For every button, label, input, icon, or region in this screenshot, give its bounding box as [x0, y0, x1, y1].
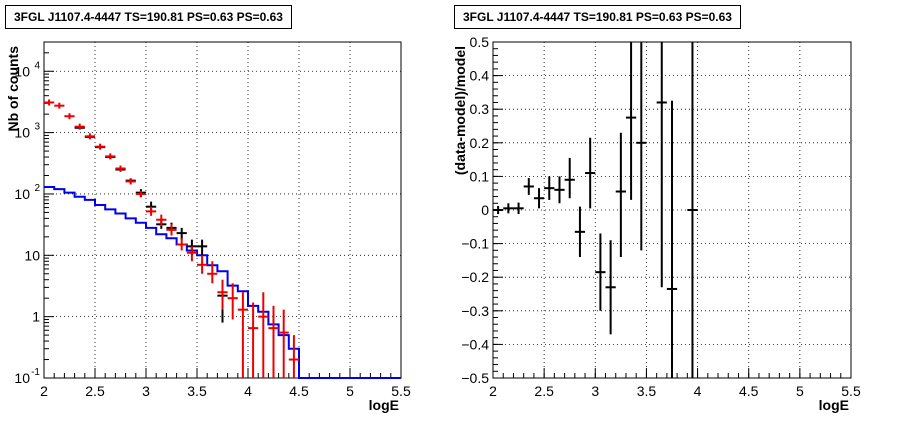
- counts-ytick-exponent: -1: [31, 367, 40, 378]
- counts-ytick-label: 10: [24, 247, 40, 263]
- residuals-xtick-label: 5: [796, 383, 804, 399]
- counts-xtick-label: 4.5: [289, 383, 309, 399]
- residuals-xtick-label: 3: [591, 383, 599, 399]
- residuals-xtick-label: 4.5: [739, 383, 759, 399]
- residuals-ytick-label: 0.5: [470, 34, 490, 50]
- right-panel-title: 3FGL J1107.4-4447 TS=190.81 PS=0.63 PS=0…: [454, 5, 741, 29]
- counts-xlabel: logE: [369, 397, 399, 413]
- residuals-ytick-label: −0.3: [461, 303, 489, 319]
- residuals-ytick-label: −0.1: [461, 236, 489, 252]
- counts-xtick-label: 4: [244, 383, 252, 399]
- counts-xtick-label: 2: [40, 383, 48, 399]
- residuals-ytick-label: −0.2: [461, 269, 489, 285]
- residuals-ytick-label: 0.1: [470, 168, 490, 184]
- counts-ylabel: Nb of counts: [5, 46, 21, 132]
- residuals-xtick-label: 3.5: [637, 383, 657, 399]
- residuals-xtick-label: 5.5: [841, 383, 861, 399]
- residuals-xlabel: logE: [819, 397, 849, 413]
- residuals-ytick-label: −0.5: [461, 370, 489, 386]
- residuals-xtick-label: 2.5: [534, 383, 554, 399]
- left-panel-title: 3FGL J1107.4-4447 TS=190.81 PS=0.63 PS=0…: [5, 5, 292, 29]
- counts-xtick-label: 3.5: [187, 383, 207, 399]
- counts-ytick-label: 10: [14, 370, 30, 386]
- counts-ytick-label: 1: [32, 309, 40, 325]
- residuals-ytick-label: 0: [481, 202, 489, 218]
- counts-ytick-exponent: 2: [34, 183, 40, 194]
- counts-ytick-label: 10: [14, 186, 30, 202]
- residuals-ytick-label: −0.4: [461, 336, 489, 352]
- counts-xtick-label: 5: [346, 383, 354, 399]
- residuals-ytick-label: 0.3: [470, 101, 490, 117]
- residuals-xtick-label: 4: [694, 383, 702, 399]
- counts-ytick-label: 10: [14, 125, 30, 141]
- residuals-ytick-label: 0.4: [470, 68, 490, 84]
- counts-ytick-exponent: 4: [34, 60, 40, 71]
- counts-ytick-label: 10: [14, 63, 30, 79]
- residuals-ytick-label: 0.2: [470, 135, 490, 151]
- counts-xtick-label: 5.5: [391, 383, 411, 399]
- counts-ytick-exponent: 3: [34, 122, 40, 133]
- residuals-ylabel: (data-model)/model: [452, 46, 468, 175]
- counts-xtick-label: 3: [142, 383, 150, 399]
- counts-xtick-label: 2.5: [85, 383, 105, 399]
- residuals-xtick-label: 2: [489, 383, 497, 399]
- counts-frame: [43, 41, 402, 379]
